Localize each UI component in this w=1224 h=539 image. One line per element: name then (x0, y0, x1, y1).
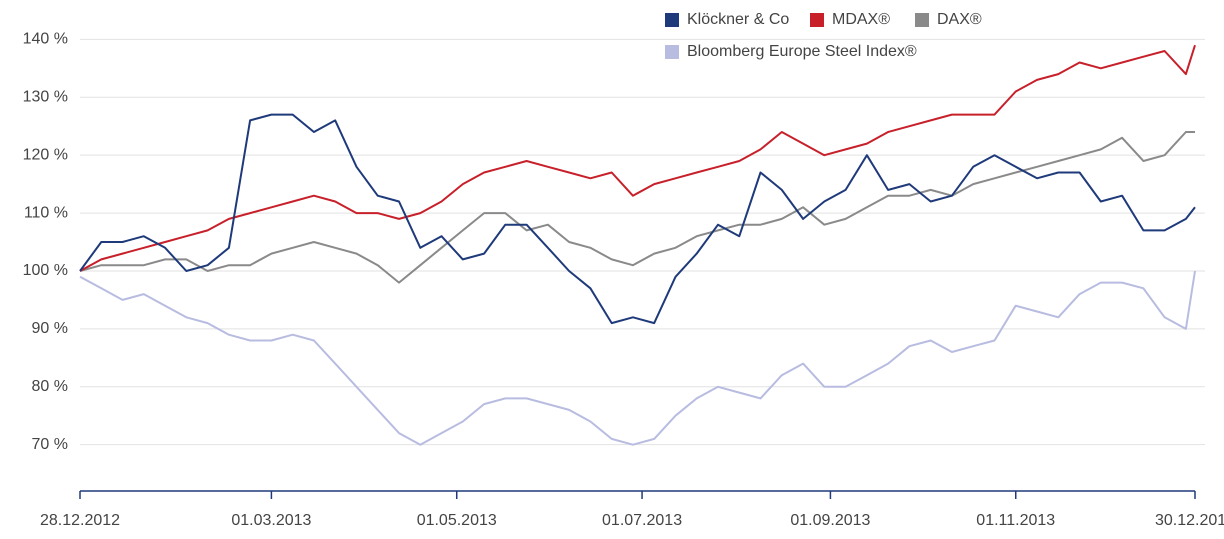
legend-swatch (665, 45, 679, 59)
y-tick-label: 120 % (23, 146, 68, 163)
y-tick-label: 110 % (24, 204, 68, 221)
y-tick-label: 90 % (32, 320, 68, 337)
series-line (79, 270, 1196, 446)
series-line (79, 44, 1196, 272)
x-tick-label: 01.03.2013 (231, 512, 311, 529)
legend-swatch (665, 13, 679, 27)
x-tick-label: 01.07.2013 (602, 512, 682, 529)
legend-label: Klöckner & Co (687, 11, 789, 28)
legend-label: DAX® (937, 11, 982, 28)
legend-swatch (810, 13, 824, 27)
x-tick-label: 01.11.2013 (976, 512, 1055, 529)
x-tick-label: 01.09.2013 (790, 512, 870, 529)
y-tick-label: 70 % (32, 436, 68, 453)
y-tick-label: 140 % (23, 31, 68, 48)
x-tick-label: 30.12.2013 (1155, 512, 1224, 529)
x-tick-label: 28.12.2012 (40, 512, 120, 529)
y-tick-label: 80 % (32, 378, 68, 395)
legend-swatch (915, 13, 929, 27)
series-line (79, 113, 1196, 325)
x-tick-label: 01.05.2013 (417, 512, 497, 529)
legend-label: Bloomberg Europe Steel Index® (687, 43, 917, 60)
legend-label: MDAX® (832, 11, 890, 28)
y-tick-label: 100 % (23, 262, 68, 279)
y-tick-label: 130 % (23, 88, 68, 105)
series-line (79, 131, 1195, 284)
